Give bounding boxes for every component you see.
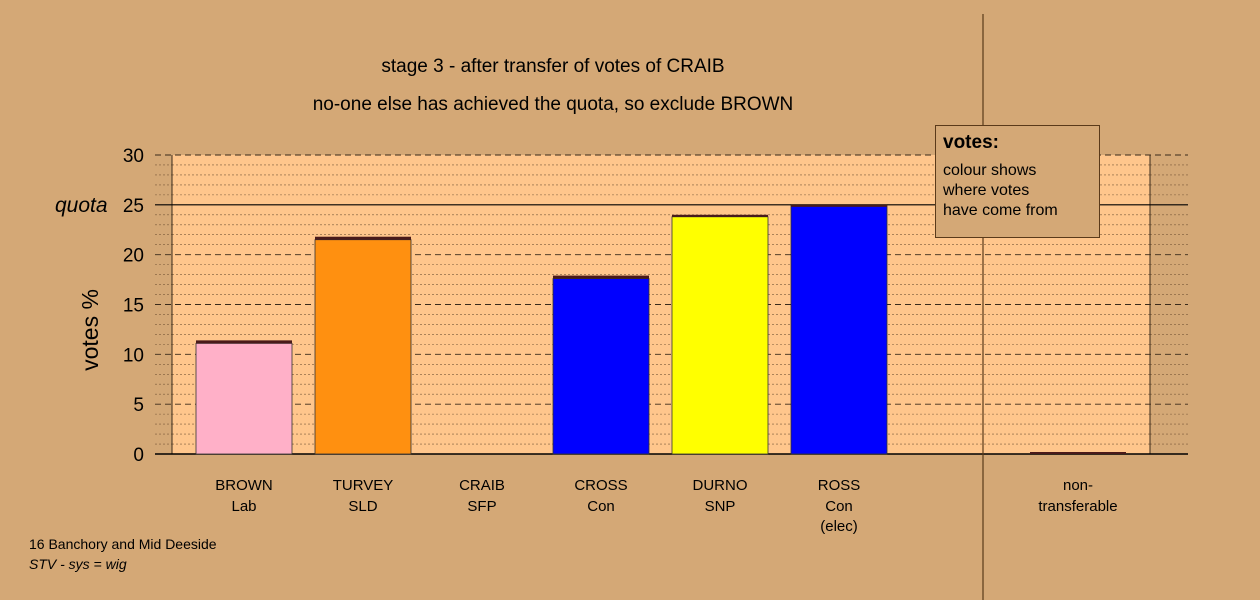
transfer-band — [315, 236, 411, 240]
y-tick-label: 10 — [123, 345, 144, 366]
category-label: ROSS — [818, 477, 861, 494]
transfer-band — [196, 340, 292, 344]
quota-label: quota — [55, 194, 108, 217]
bar — [314, 239, 412, 455]
y-tick-label: 5 — [133, 395, 144, 416]
y-tick-label: 20 — [123, 246, 144, 267]
nontransferable-bar — [1030, 452, 1126, 455]
category-label: DURNO — [693, 477, 748, 494]
category-party-label: SFP — [467, 498, 496, 515]
bar — [552, 278, 650, 455]
legend-line: colour shows — [943, 162, 1037, 179]
bar — [195, 342, 293, 455]
chart-title-line1: stage 3 - after transfer of votes of CRA… — [381, 56, 724, 77]
footer-system: STV - sys = wig — [29, 556, 127, 572]
y-tick-label: 25 — [123, 196, 144, 217]
y-tick-label: 0 — [133, 445, 144, 466]
legend-line: where votes — [943, 182, 1030, 199]
y-tick-label: 30 — [123, 146, 144, 167]
legend-box: votes: colour shows where votes have com… — [935, 125, 1100, 238]
category-party-label: Lab — [231, 498, 256, 515]
category-party-label: SLD — [348, 498, 377, 515]
legend-title: votes: — [943, 132, 999, 153]
transfer-band — [553, 275, 649, 279]
category-party-label: Con — [825, 498, 853, 515]
chart-title-line2: no-one else has achieved the quota, so e… — [313, 94, 794, 115]
category-label: CRAIB — [459, 477, 505, 494]
legend-line: have come from — [943, 202, 1058, 219]
bar — [790, 205, 888, 455]
category-label: TURVEY — [333, 477, 394, 494]
footer-constituency: 16 Banchory and Mid Deeside — [29, 536, 217, 552]
y-axis-label: votes % — [77, 289, 103, 371]
nontransferable-label: transferable — [1038, 498, 1117, 515]
bar — [671, 216, 769, 455]
category-label: BROWN — [215, 477, 273, 494]
transfer-band — [791, 204, 887, 207]
category-party-label: Con — [587, 498, 615, 515]
category-label: CROSS — [574, 477, 627, 494]
transfer-band — [672, 214, 768, 217]
category-status-label: (elec) — [820, 518, 858, 535]
y-tick-label: 15 — [123, 296, 144, 317]
category-party-label: SNP — [705, 498, 736, 515]
nontransferable-label: non- — [1063, 477, 1093, 494]
